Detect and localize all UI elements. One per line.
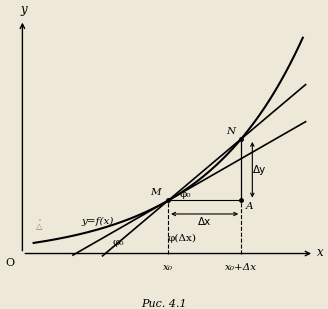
Text: x₀: x₀ [163,263,173,272]
Text: y: y [20,3,27,16]
Text: φ₀: φ₀ [179,190,191,199]
Text: $\hat{\triangle}$: $\hat{\triangle}$ [34,218,44,233]
Text: φ(Δx): φ(Δx) [167,234,196,243]
Text: A: A [246,201,254,211]
Text: Δy: Δy [253,165,266,175]
Text: x: x [317,246,323,259]
Text: M: M [151,188,161,197]
Text: x₀+Δx: x₀+Δx [225,263,257,272]
Text: N: N [226,127,235,136]
Text: Δx: Δx [198,217,211,227]
Text: φ₀: φ₀ [112,238,124,247]
Text: y=f(x): y=f(x) [81,217,114,226]
Text: O: O [5,257,14,268]
Text: Рис. 4.1: Рис. 4.1 [141,298,187,309]
